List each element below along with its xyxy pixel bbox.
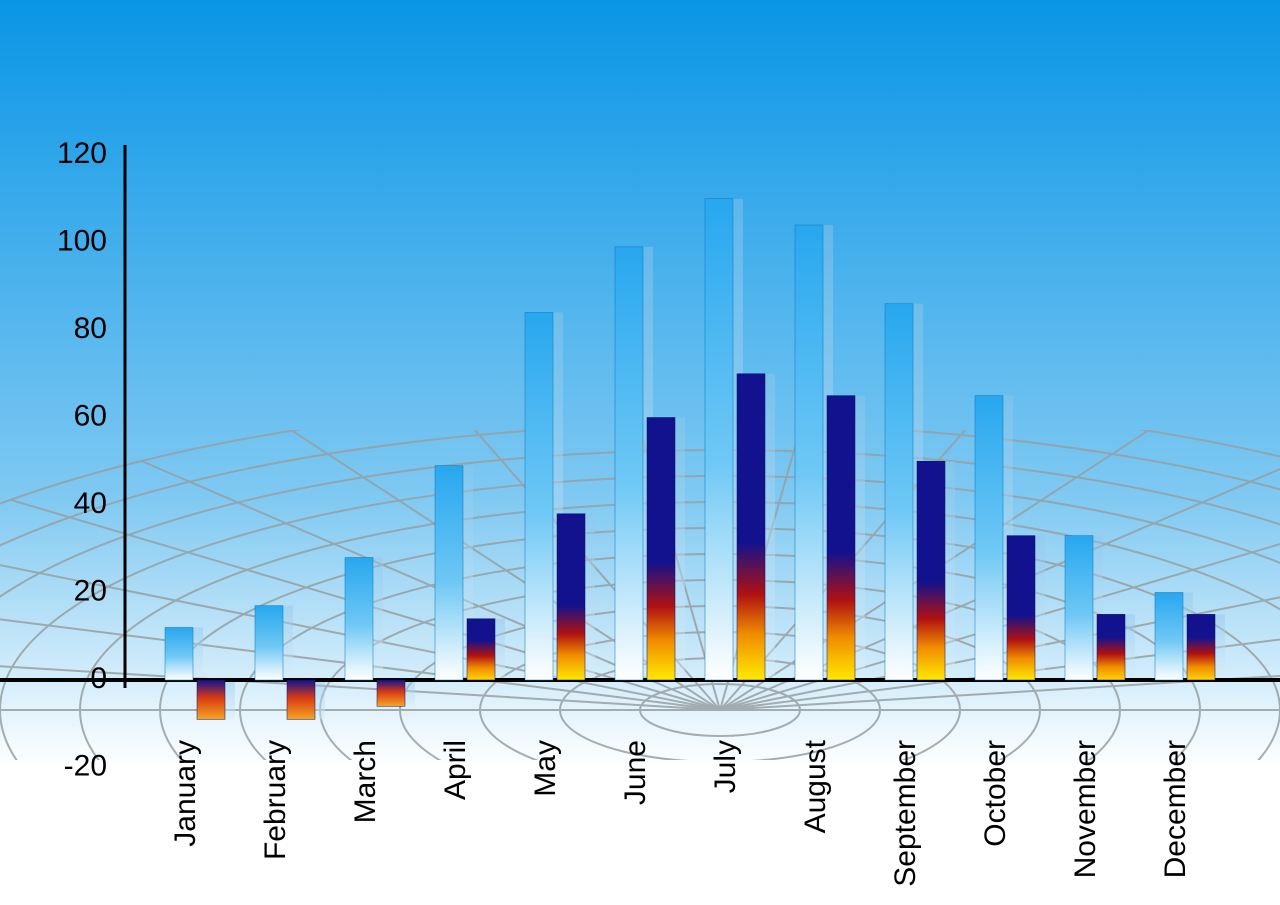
- bar-fire: [287, 680, 315, 719]
- x-tick-label: August: [799, 739, 832, 833]
- y-tick-label: 120: [57, 137, 107, 170]
- bar-fire: [1097, 614, 1125, 680]
- x-tick-label: June: [619, 740, 652, 805]
- bar-fire: [917, 461, 945, 680]
- x-tick-label: July: [709, 740, 742, 793]
- bar-blue: [165, 628, 193, 681]
- bar-blue: [525, 313, 553, 681]
- bar-fire: [737, 374, 765, 680]
- x-tick-label: May: [529, 740, 562, 797]
- y-tick-label: 20: [74, 574, 107, 607]
- y-tick-label: 80: [74, 312, 107, 345]
- x-tick-label: October: [979, 740, 1012, 847]
- y-tick-label: -20: [64, 749, 107, 782]
- y-tick-label: 100: [57, 224, 107, 257]
- bar-blue: [615, 247, 643, 680]
- bar-blue: [255, 606, 283, 680]
- chart-svg: -20 0 20 40 60 80 100 120 January February March A…: [0, 0, 1280, 905]
- bar-blue: [885, 304, 913, 680]
- y-tick-label: 40: [74, 487, 107, 520]
- x-tick-label: February: [259, 740, 292, 860]
- bar-fire: [377, 680, 405, 706]
- bar-blue: [975, 396, 1003, 680]
- bar-fire: [1007, 536, 1035, 680]
- y-tick-label: 60: [74, 399, 107, 432]
- y-tick-label: 0: [90, 662, 107, 695]
- x-tick-label: January: [169, 740, 202, 847]
- bar-blue: [795, 225, 823, 680]
- monthly-bar-chart: -20 0 20 40 60 80 100 120 January February March A…: [0, 0, 1280, 905]
- x-tick-label: September: [889, 740, 922, 887]
- bar-blue: [345, 558, 373, 681]
- x-tick-label: March: [349, 740, 382, 823]
- bar-fire: [827, 396, 855, 680]
- bar-blue: [705, 199, 733, 680]
- bar-blue: [1065, 536, 1093, 680]
- x-tick-label: November: [1069, 740, 1102, 878]
- bar-fire: [467, 619, 495, 680]
- x-tick-label: April: [439, 740, 472, 800]
- x-tick-label: December: [1159, 740, 1192, 878]
- bar-fire: [197, 680, 225, 719]
- bar-fire: [557, 514, 585, 680]
- bar-fire: [1187, 614, 1215, 680]
- bar-fire: [647, 418, 675, 681]
- bar-blue: [435, 466, 463, 680]
- bar-blue: [1155, 593, 1183, 681]
